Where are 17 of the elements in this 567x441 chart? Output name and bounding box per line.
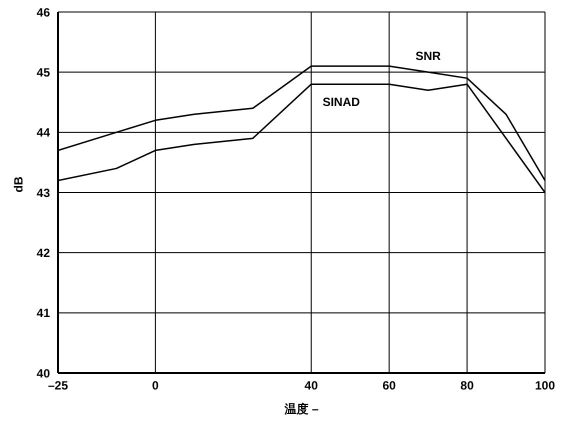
y-tick-label: 42 bbox=[36, 246, 50, 260]
y-tick-label: 43 bbox=[36, 186, 50, 200]
x-tick-label: 0 bbox=[152, 378, 160, 393]
series-label: SNR bbox=[415, 49, 442, 64]
y-tick-label: 40 bbox=[36, 366, 50, 380]
y-tick-label: 46 bbox=[36, 5, 50, 20]
y-tick-label: 45 bbox=[36, 65, 50, 80]
series-label: SINAD bbox=[322, 95, 360, 110]
x-tick-label: 80 bbox=[460, 378, 474, 393]
x-tick-label: 60 bbox=[382, 378, 396, 393]
x-tick-label: 40 bbox=[304, 378, 318, 393]
x-axis-title: 温度 – bbox=[283, 402, 319, 416]
x-tick-label: 100 bbox=[534, 378, 556, 393]
y-tick-label: 41 bbox=[36, 306, 50, 320]
y-axis-title: dB bbox=[11, 176, 26, 192]
y-tick-label: 44 bbox=[36, 126, 50, 140]
x-tick-label: –25 bbox=[48, 378, 68, 393]
